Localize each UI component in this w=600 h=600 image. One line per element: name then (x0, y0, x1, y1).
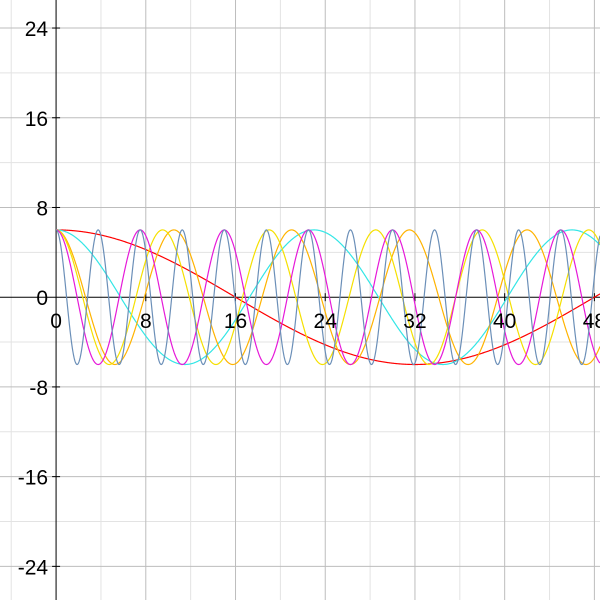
curves (55, 229, 600, 366)
x-tick-label: 16 (224, 310, 247, 333)
y-tick-label: -16 (18, 467, 48, 490)
x-tick-label: 40 (493, 310, 516, 333)
curve-4 (56, 229, 600, 366)
y-tick-label: -24 (18, 556, 49, 579)
y-tick-labels: 24 16 8 0 -8 -16 -24 (18, 18, 49, 579)
y-tick-label: 0 (36, 287, 48, 310)
curve-1 (56, 229, 600, 366)
curve-0 (56, 229, 600, 366)
curve-5 (55, 229, 600, 366)
x-tick-label: 48 (583, 310, 600, 333)
x-tick-label: 8 (140, 310, 152, 333)
x-tick-label: 32 (403, 310, 426, 333)
y-tick-label: 24 (25, 18, 49, 41)
y-tick-label: 16 (25, 108, 48, 131)
y-tick-label: 8 (36, 197, 48, 220)
curve-2 (56, 229, 600, 366)
x-tick-label: 24 (314, 310, 338, 333)
x-tick-labels: 0 8 16 24 32 40 48 (50, 310, 600, 333)
y-tick-label: -8 (29, 377, 48, 400)
x-tick-label: 0 (50, 310, 62, 333)
